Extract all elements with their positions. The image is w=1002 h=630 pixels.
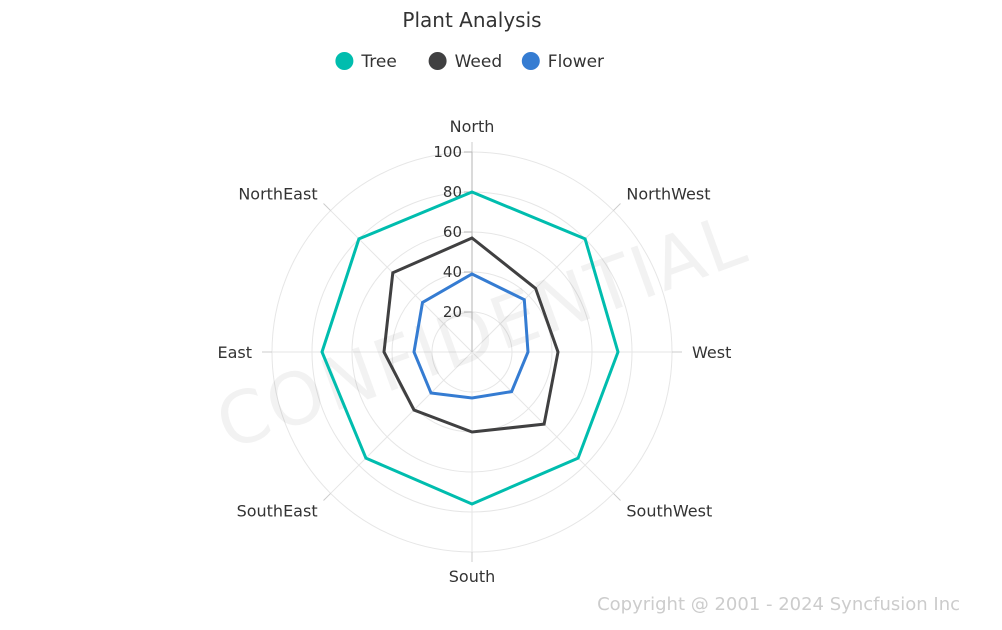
watermark-text: CONFIDENTIAL xyxy=(205,197,757,466)
legend: Tree Weed Flower xyxy=(335,52,604,72)
grid xyxy=(262,142,682,562)
axis-tick-mark xyxy=(613,203,621,211)
tick-label: 20 xyxy=(443,303,462,321)
legend-label-flower[interactable]: Flower xyxy=(548,52,604,72)
legend-label-weed[interactable]: Weed xyxy=(455,52,503,72)
legend-marker-flower[interactable] xyxy=(521,52,540,70)
tick-label: 80 xyxy=(443,183,462,201)
axis-label-northwest: NorthWest xyxy=(626,185,710,204)
grid-spoke xyxy=(330,210,473,353)
axis-tick-mark xyxy=(323,493,331,501)
axis-label-east: East xyxy=(217,343,252,362)
legend-label-tree[interactable]: Tree xyxy=(360,52,396,72)
tick-label: 100 xyxy=(433,143,462,161)
tick-labels: 20 40 60 80 100 xyxy=(433,143,472,321)
copyright-text: Copyright @ 2001 - 2024 Syncfusion Inc xyxy=(597,594,960,615)
axis-tick-mark xyxy=(323,203,331,211)
axis-label-southwest: SouthWest xyxy=(626,501,712,520)
grid-spoke xyxy=(471,210,614,353)
tick-label: 60 xyxy=(443,223,462,241)
chart-title: Plant Analysis xyxy=(402,8,541,32)
grid-spoke xyxy=(330,351,473,494)
series xyxy=(320,190,620,506)
axis-label-northeast: NorthEast xyxy=(238,185,317,204)
tick-label: 40 xyxy=(443,263,462,281)
axis-label-south: South xyxy=(449,567,496,586)
axis-label-southeast: SouthEast xyxy=(237,501,318,520)
watermark: CONFIDENTIAL xyxy=(205,197,757,466)
series-line-tree xyxy=(320,190,620,506)
axis-label-west: West xyxy=(692,343,731,362)
axis-label-north: North xyxy=(450,117,495,136)
series-line-flower xyxy=(412,272,530,400)
legend-marker-weed[interactable] xyxy=(428,52,447,70)
series-line-weed xyxy=(382,236,560,434)
axis-labels: North NorthWest West SouthWest South SouthEas… xyxy=(217,117,731,586)
grid-spoke xyxy=(471,351,614,494)
legend-marker-tree[interactable] xyxy=(335,52,354,70)
axis-tick-mark xyxy=(613,493,621,501)
